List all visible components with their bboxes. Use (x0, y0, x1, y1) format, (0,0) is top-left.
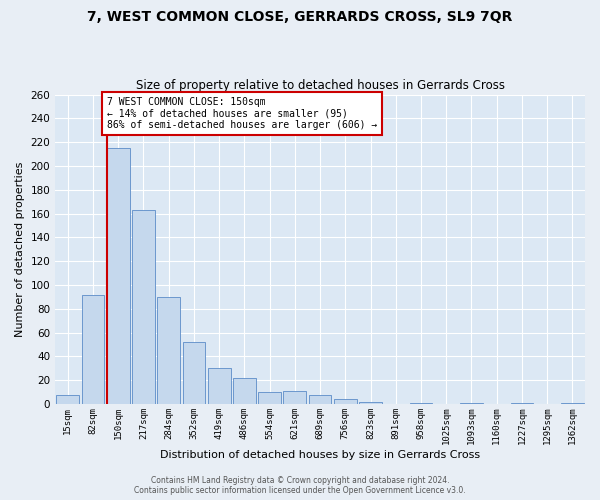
Title: Size of property relative to detached houses in Gerrards Cross: Size of property relative to detached ho… (136, 79, 505, 92)
Bar (460, 403, 483, 404)
Bar (82, 294, 104, 404)
Bar (233, 378, 256, 404)
Text: 7 WEST COMMON CLOSE: 150sqm
← 14% of detached houses are smaller (95)
86% of sem: 7 WEST COMMON CLOSE: 150sqm ← 14% of det… (107, 97, 377, 130)
Text: Contains HM Land Registry data © Crown copyright and database right 2024.
Contai: Contains HM Land Registry data © Crown c… (134, 476, 466, 495)
Bar (132, 210, 155, 404)
Bar (283, 391, 306, 404)
Y-axis label: Number of detached properties: Number of detached properties (15, 162, 25, 337)
Text: 7, WEST COMMON CLOSE, GERRARDS CROSS, SL9 7QR: 7, WEST COMMON CLOSE, GERRARDS CROSS, SL… (88, 10, 512, 24)
Bar (359, 402, 382, 404)
Bar (309, 394, 331, 404)
Bar (410, 403, 433, 404)
Bar (56, 394, 79, 404)
Bar (182, 342, 205, 404)
Bar (208, 368, 230, 404)
X-axis label: Distribution of detached houses by size in Gerrards Cross: Distribution of detached houses by size … (160, 450, 480, 460)
Bar (258, 392, 281, 404)
Bar (561, 403, 584, 404)
Bar (157, 297, 180, 404)
Bar (511, 403, 533, 404)
Bar (107, 148, 130, 404)
Bar (334, 400, 356, 404)
